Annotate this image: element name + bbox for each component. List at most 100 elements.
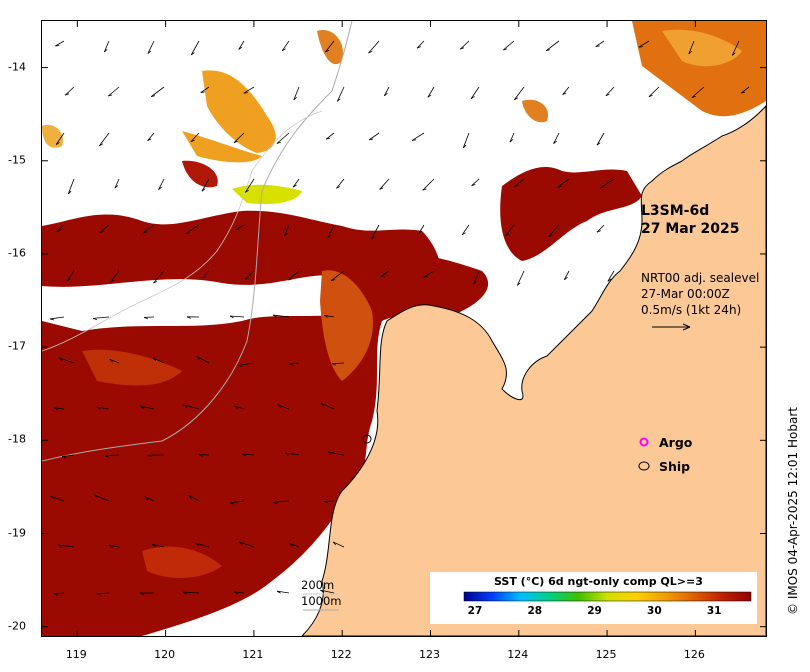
current-arrow xyxy=(147,40,155,54)
current-arrow xyxy=(158,178,165,190)
current-arrowhead xyxy=(688,50,692,55)
current-arrow xyxy=(553,132,560,144)
current-arrowhead xyxy=(562,92,567,96)
current-arrowhead xyxy=(110,279,115,283)
current-arrowhead xyxy=(195,542,199,546)
current-arrowhead xyxy=(605,93,610,97)
current-arrow xyxy=(185,224,200,235)
current-arrow xyxy=(324,314,335,318)
current-arrowhead xyxy=(152,543,156,547)
colorbar-tick: 29 xyxy=(587,605,602,617)
current-arrow xyxy=(368,132,380,141)
current-arrow xyxy=(292,178,300,188)
current-arrow xyxy=(67,178,75,195)
current-arrow xyxy=(244,178,255,193)
current-arrowhead xyxy=(147,138,152,142)
current-arrowhead xyxy=(289,542,293,547)
map-frame[interactable] xyxy=(41,20,767,637)
current-arrowhead xyxy=(427,94,432,98)
sst-small-ne-patch xyxy=(522,99,548,123)
colorbar xyxy=(430,572,757,624)
sst-yellow-patch xyxy=(232,184,302,205)
y-tick-label: -15 xyxy=(8,153,26,167)
current-arrowhead xyxy=(648,94,653,98)
current-arrowhead xyxy=(276,590,281,594)
current-arrowhead xyxy=(152,357,157,362)
current-arrowhead xyxy=(288,363,293,366)
current-arrowhead xyxy=(142,231,147,234)
current-arrow xyxy=(545,40,560,51)
sst-east-patch xyxy=(500,166,642,261)
current-arrow xyxy=(200,86,210,93)
current-arrowhead xyxy=(190,52,195,56)
y-tick-label: -17 xyxy=(8,339,26,353)
sst-orange-sw xyxy=(142,546,222,578)
current-arrowhead xyxy=(370,236,375,240)
current-arrow xyxy=(150,86,165,97)
ship-marker[interactable] xyxy=(362,434,372,444)
current-arrowhead xyxy=(596,230,601,233)
sst-mid-band xyxy=(42,275,362,331)
current-arrowhead xyxy=(190,139,195,143)
current-arrow xyxy=(281,40,290,52)
current-arrow xyxy=(66,270,75,282)
current-arrow xyxy=(325,40,335,53)
current-arrowhead xyxy=(67,190,72,195)
current-arrow xyxy=(147,132,155,141)
current-arrowhead xyxy=(50,495,55,500)
current-arrow xyxy=(638,40,650,48)
current-arrowhead xyxy=(328,451,332,455)
current-arrowhead xyxy=(144,496,148,500)
current-arrowhead xyxy=(325,49,330,53)
current-arrow xyxy=(288,270,300,281)
y-tick-label: -16 xyxy=(8,246,26,260)
current-arrowhead xyxy=(638,46,643,48)
current-arrowhead xyxy=(65,93,70,96)
current-arrowhead xyxy=(600,186,605,189)
colorbar-tick: 30 xyxy=(647,605,662,617)
current-arrow xyxy=(273,500,290,503)
current-arrowhead xyxy=(288,278,293,281)
current-arrowhead xyxy=(229,315,234,319)
current-arrow xyxy=(190,40,200,56)
current-arrow xyxy=(50,495,65,502)
current-arrow xyxy=(379,178,390,190)
current-arrow xyxy=(332,541,345,548)
current-arrowhead xyxy=(548,234,553,238)
current-arrowhead xyxy=(509,139,514,143)
current-arrow xyxy=(55,40,65,47)
current-arrow xyxy=(289,362,300,365)
current-arrow xyxy=(54,407,65,410)
sst-red-north xyxy=(182,160,218,188)
current-arrow xyxy=(325,132,335,140)
current-arrow xyxy=(328,451,345,456)
sst-orange-nw-2 xyxy=(317,30,343,65)
current-arrow xyxy=(548,224,560,238)
current-arrowhead xyxy=(188,494,192,499)
current-arrow xyxy=(600,178,615,189)
current-arrowhead xyxy=(320,589,324,593)
current-arrowhead xyxy=(200,91,205,93)
current-arrow xyxy=(607,270,615,282)
contour-200m xyxy=(42,21,353,462)
current-arrow xyxy=(244,270,255,280)
colorbar-tick: 28 xyxy=(527,605,543,617)
current-arrowhead xyxy=(57,544,62,548)
current-arrowhead xyxy=(109,358,113,363)
current-arrowhead xyxy=(139,592,144,595)
current-arrow xyxy=(276,132,290,144)
current-arrow xyxy=(370,224,380,240)
current-arrowhead xyxy=(473,280,477,285)
current-arrow xyxy=(411,132,425,141)
current-arrowhead xyxy=(368,50,373,54)
current-arrow xyxy=(740,86,750,94)
current-arrowhead xyxy=(284,232,288,237)
current-arrowhead xyxy=(331,363,336,366)
current-arrowhead xyxy=(58,357,63,361)
current-arrow xyxy=(55,132,65,145)
current-arrowhead xyxy=(323,500,328,504)
current-arrowhead xyxy=(241,453,246,457)
current-arrowhead xyxy=(50,318,55,321)
x-tick-label: 124 xyxy=(507,648,529,661)
current-arrowhead xyxy=(55,142,60,145)
